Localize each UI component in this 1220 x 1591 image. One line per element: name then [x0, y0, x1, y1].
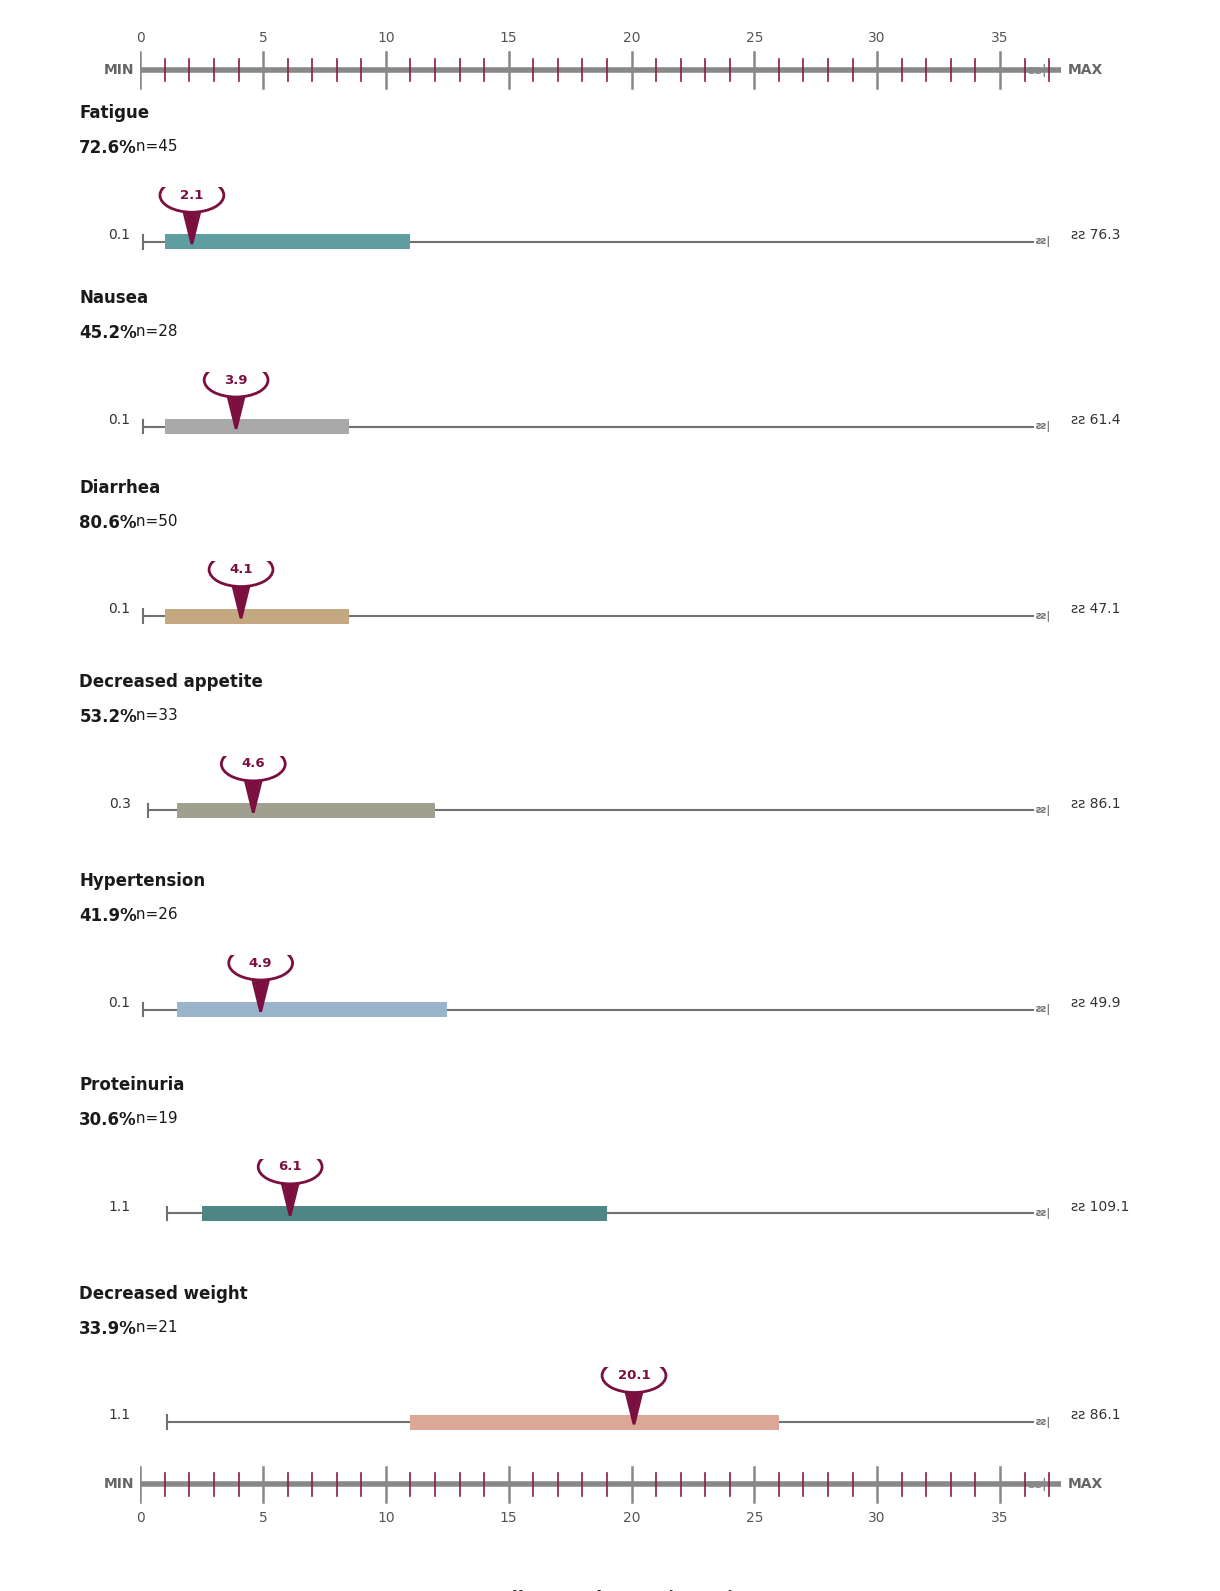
Bar — [165, 609, 349, 624]
Text: n=45: n=45 — [132, 140, 178, 154]
Text: Proteinuria: Proteinuria — [79, 1076, 184, 1095]
Text: ƨƨ|: ƨƨ| — [1028, 1478, 1048, 1491]
Bar — [177, 1002, 448, 1017]
Polygon shape — [283, 1184, 296, 1214]
Polygon shape — [627, 1392, 640, 1424]
Text: n=33: n=33 — [132, 708, 178, 722]
Text: 35: 35 — [991, 1511, 1009, 1526]
Text: ƨƨ 61.4: ƨƨ 61.4 — [1071, 412, 1121, 426]
Text: 10: 10 — [377, 1511, 395, 1526]
Text: ƨƨ 76.3: ƨƨ 76.3 — [1071, 228, 1120, 242]
Text: n=19: n=19 — [132, 1111, 178, 1126]
Text: 0: 0 — [135, 30, 145, 45]
Text: 15: 15 — [500, 30, 517, 45]
Text: 35: 35 — [991, 30, 1009, 45]
Text: n=21: n=21 — [132, 1319, 178, 1335]
Polygon shape — [245, 781, 261, 813]
Text: ƨƨ 49.9: ƨƨ 49.9 — [1071, 996, 1121, 1010]
Text: 1.1: 1.1 — [109, 1200, 131, 1214]
Text: Fatigue: Fatigue — [79, 105, 149, 123]
Text: MIN: MIN — [104, 64, 134, 76]
Polygon shape — [282, 1184, 298, 1216]
Ellipse shape — [228, 947, 293, 980]
Polygon shape — [229, 398, 243, 428]
Text: 6.1: 6.1 — [278, 1160, 301, 1174]
Text: 45.2%: 45.2% — [79, 325, 137, 342]
Text: 20.1: 20.1 — [617, 1370, 650, 1383]
Ellipse shape — [204, 363, 268, 398]
Text: 0.1: 0.1 — [109, 412, 131, 426]
Text: Nausea: Nausea — [79, 290, 149, 307]
Polygon shape — [228, 398, 244, 428]
Polygon shape — [254, 980, 267, 1010]
Text: 3.9: 3.9 — [224, 374, 248, 387]
Text: MIN: MIN — [104, 1478, 134, 1491]
Ellipse shape — [603, 1359, 666, 1392]
Ellipse shape — [259, 1150, 322, 1184]
Text: 15: 15 — [500, 1511, 517, 1526]
Text: 4.9: 4.9 — [249, 956, 272, 969]
Text: ƨƨ 86.1: ƨƨ 86.1 — [1071, 1408, 1121, 1422]
Text: Hypertension: Hypertension — [79, 872, 205, 889]
Text: 20: 20 — [622, 1511, 641, 1526]
Text: 25: 25 — [745, 30, 764, 45]
Text: 0.1: 0.1 — [109, 228, 131, 242]
Text: 53.2%: 53.2% — [79, 708, 137, 725]
Text: n=26: n=26 — [132, 907, 178, 923]
Text: 0.1: 0.1 — [109, 603, 131, 616]
Text: ƨƨ|: ƨƨ| — [1028, 64, 1048, 76]
Text: 25: 25 — [745, 1511, 764, 1526]
Text: 0.1: 0.1 — [109, 996, 131, 1010]
Ellipse shape — [221, 746, 285, 781]
Text: 30.6%: 30.6% — [79, 1111, 137, 1130]
Text: ƨƨ|: ƨƨ| — [1036, 1004, 1050, 1015]
Text: 1.1: 1.1 — [109, 1408, 131, 1422]
Polygon shape — [253, 980, 268, 1012]
Polygon shape — [234, 587, 248, 617]
Text: ƨƨ|: ƨƨ| — [1036, 805, 1050, 816]
Text: 5: 5 — [259, 1511, 267, 1526]
Text: 20: 20 — [622, 30, 641, 45]
Text: n=28: n=28 — [132, 325, 178, 339]
Text: 4.1: 4.1 — [229, 563, 253, 576]
Text: ƨƨ|: ƨƨ| — [1036, 1416, 1050, 1427]
Text: Decreased appetite: Decreased appetite — [79, 673, 264, 690]
Text: 72.6%: 72.6% — [79, 140, 137, 158]
Text: ƨƨ|: ƨƨ| — [1036, 237, 1050, 247]
Text: Diarrhea: Diarrhea — [79, 479, 161, 496]
Polygon shape — [246, 781, 260, 811]
Text: 4.6: 4.6 — [242, 757, 265, 770]
Polygon shape — [626, 1392, 642, 1424]
Bar — [177, 803, 436, 818]
Text: Decreased weight: Decreased weight — [79, 1284, 248, 1303]
Text: 10: 10 — [377, 30, 395, 45]
Bar — [201, 1206, 608, 1220]
Text: ƨƨ|: ƨƨ| — [1036, 1208, 1050, 1219]
Text: ƨƨ 109.1: ƨƨ 109.1 — [1071, 1200, 1130, 1214]
Ellipse shape — [209, 552, 273, 587]
Bar — [410, 1414, 778, 1430]
Bar — [165, 234, 410, 250]
Text: 33.9%: 33.9% — [79, 1319, 137, 1338]
Text: n=50: n=50 — [132, 514, 178, 528]
Ellipse shape — [160, 178, 223, 212]
Text: MAX: MAX — [1068, 1478, 1103, 1491]
Text: 0: 0 — [135, 1511, 145, 1526]
Polygon shape — [185, 213, 199, 243]
Polygon shape — [233, 587, 249, 619]
Text: ƨƨ|: ƨƨ| — [1036, 422, 1050, 433]
Text: 0.3: 0.3 — [109, 797, 131, 810]
Text: ƨƨ|: ƨƨ| — [1036, 611, 1050, 622]
Text: 2.1: 2.1 — [181, 189, 204, 202]
Text: MAX: MAX — [1068, 64, 1103, 76]
Text: 30: 30 — [869, 1511, 886, 1526]
Text: 30: 30 — [869, 30, 886, 45]
Text: 5: 5 — [259, 30, 267, 45]
Polygon shape — [184, 212, 200, 243]
Text: ƨƨ 47.1: ƨƨ 47.1 — [1071, 603, 1120, 616]
Text: 41.9%: 41.9% — [79, 907, 137, 924]
Text: 80.6%: 80.6% — [79, 514, 137, 531]
Bar — [165, 418, 349, 434]
Text: ƨƨ 86.1: ƨƨ 86.1 — [1071, 797, 1121, 810]
